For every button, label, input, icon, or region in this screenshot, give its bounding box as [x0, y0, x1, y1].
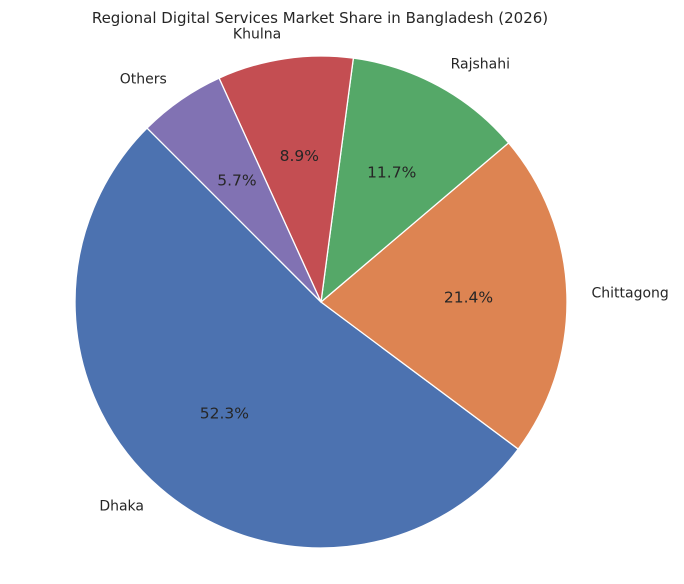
percentage-label-chittagong: 21.4%: [444, 288, 493, 306]
pie-slice-dhaka: [74, 127, 519, 549]
pie-slice-others: [146, 77, 322, 303]
percentage-label-rajshahi: 11.7%: [367, 163, 416, 181]
category-label-khulna: Khulna: [233, 26, 281, 42]
pie-slice-khulna: [218, 55, 355, 303]
pie-slice-rajshahi: [320, 57, 510, 303]
percentage-label-others: 5.7%: [217, 172, 256, 190]
percentage-labels: 52.3% 21.4% 11.7% 8.9% 5.7%: [200, 147, 493, 423]
category-label-others: Others: [120, 72, 167, 88]
category-label-chittagong: Chittagong: [592, 286, 669, 302]
chart-title: Regional Digital Services Market Share i…: [92, 9, 548, 27]
category-labels: Dhaka Chittagong Rajshahi Khulna Others: [99, 26, 669, 514]
percentage-label-dhaka: 52.3%: [200, 405, 249, 423]
pie-slices: [74, 55, 568, 549]
category-label-dhaka: Dhaka: [99, 499, 144, 515]
category-label-rajshahi: Rajshahi: [451, 57, 510, 73]
percentage-label-khulna: 8.9%: [280, 147, 319, 165]
pie-slice-chittagong: [320, 142, 568, 450]
